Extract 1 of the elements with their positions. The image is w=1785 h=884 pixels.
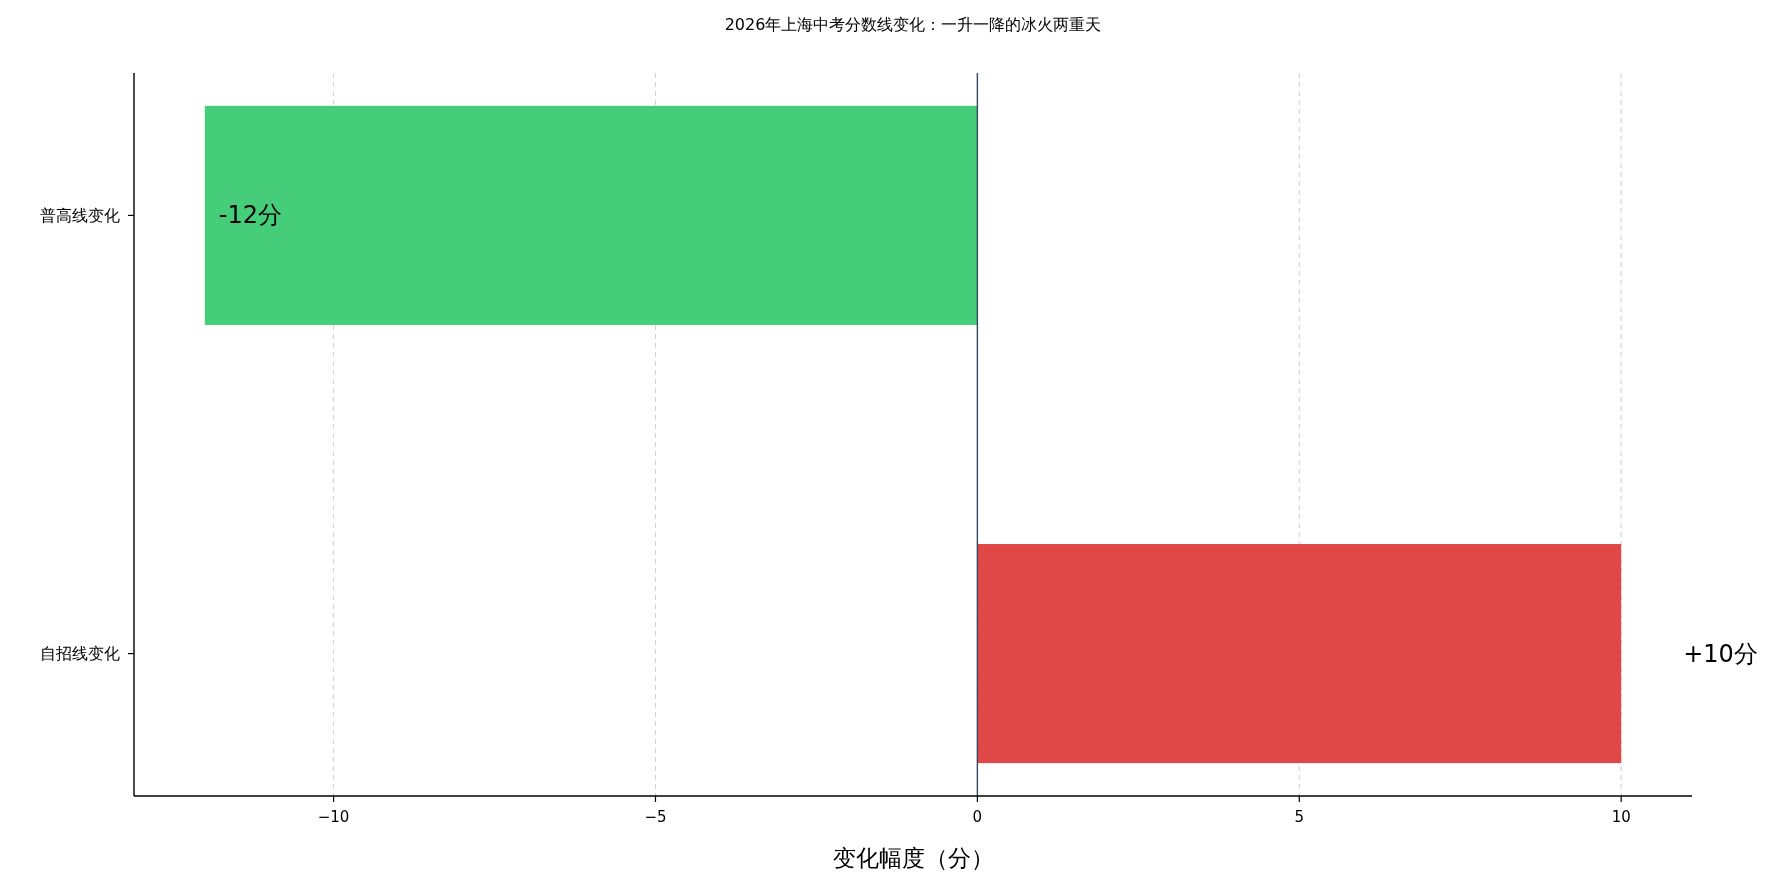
title: 2026年上海中考分数线变化：一升一降的冰火两重天: [724, 15, 1102, 34]
